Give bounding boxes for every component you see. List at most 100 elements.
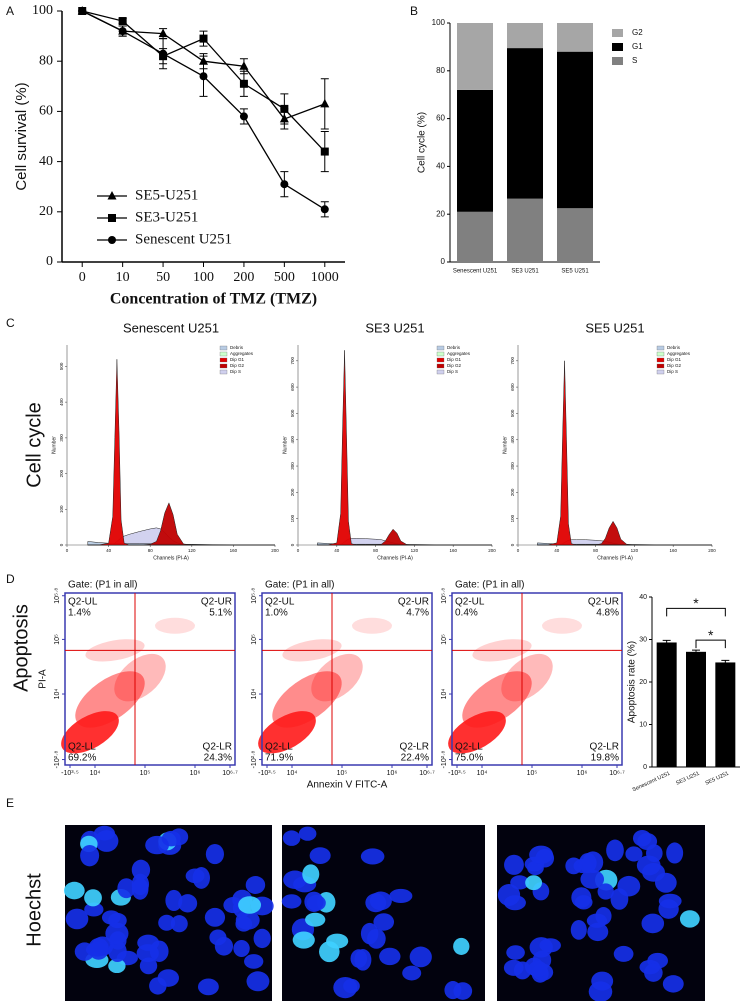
legend-swatch	[219, 369, 228, 375]
y-axis-label: Cell survival (%)	[13, 82, 30, 190]
y-tick-label: 0	[290, 543, 295, 546]
y-axis-label: Cell cycle (%)	[417, 112, 428, 173]
x-tick-label: 10⁶	[577, 770, 588, 777]
marker	[158, 28, 168, 38]
bar-segment	[457, 89, 493, 212]
y-tick-label: -10²·⁸	[251, 751, 258, 769]
y-tick-label: 30	[639, 636, 647, 643]
row-label: Apoptosis	[10, 604, 32, 692]
y-axis-label: Number	[502, 436, 508, 454]
nucleus	[679, 910, 700, 928]
x-tick-label: 1000	[311, 270, 339, 285]
nucleus	[528, 960, 548, 978]
y-tick-label: 300	[59, 434, 64, 442]
quadrant-name: Q2-UR	[588, 597, 619, 608]
nucleus	[360, 922, 379, 945]
quadrant-name: Q2-UL	[68, 597, 98, 608]
quadrant-percent: 1.4%	[68, 608, 91, 619]
event-density	[75, 671, 145, 728]
panel-label: B	[410, 4, 418, 18]
y-tick-label: 0	[59, 543, 64, 546]
x-tick-label: 10⁶	[190, 770, 201, 777]
y-tick-label: 200	[290, 488, 295, 496]
quadrant-name: Q2-LL	[68, 742, 96, 753]
y-axis-label: Apoptosis rate (%)	[627, 641, 638, 723]
x-axis-label: Annexin V FITC-A	[307, 780, 388, 791]
nucleus	[333, 976, 358, 999]
y-tick-label: 400	[59, 398, 64, 406]
nucleus	[253, 928, 271, 949]
nucleus	[298, 826, 317, 841]
y-tick-label: 200	[59, 469, 64, 477]
quadrant-name: Q2-LL	[455, 742, 483, 753]
event-density	[462, 671, 532, 728]
nucleus	[139, 957, 158, 975]
y-tick-label: 10⁴	[251, 689, 258, 700]
bar-segment	[557, 23, 593, 52]
marker	[78, 7, 87, 15]
nucleus	[570, 919, 587, 940]
y-tick-label: -10²·⁸	[441, 751, 448, 769]
nucleus	[63, 881, 85, 900]
panel-label: C	[6, 316, 15, 330]
y-tick-label: 20	[639, 679, 647, 686]
quadrant-percent: 22.4%	[401, 753, 429, 764]
nucleus	[165, 889, 183, 912]
marker	[118, 17, 127, 26]
nucleus	[597, 883, 614, 900]
legend-swatch	[219, 357, 228, 363]
quadrant-percent: 75.0%	[455, 753, 483, 764]
event-density	[542, 617, 582, 634]
panel-label: A	[6, 4, 14, 18]
nucleus	[354, 949, 372, 971]
y-tick-label: 10⁴	[441, 689, 448, 700]
y-tick-label: 10⁵·⁸	[54, 588, 61, 604]
nucleus	[610, 888, 629, 910]
legend-swatch	[219, 351, 228, 357]
legend-label: Debris	[230, 345, 244, 350]
nucleus	[238, 896, 262, 914]
chart-title: Senescent U251	[123, 320, 219, 335]
nucleus	[506, 945, 525, 960]
y-tick-label: 60	[436, 114, 445, 123]
y-tick-label: 10⁴	[54, 689, 61, 700]
x-axis-label: Channels (PI-A)	[597, 555, 633, 561]
nucleus	[105, 922, 129, 945]
y-axis-label: Number	[282, 436, 288, 454]
event-density	[114, 653, 166, 702]
legend-swatch	[436, 345, 445, 351]
y-tick-label: 300	[510, 462, 515, 470]
nucleus	[157, 969, 179, 987]
x-tick-label: 200	[708, 548, 716, 553]
histogram-area	[87, 359, 275, 546]
y-tick-label: 0	[643, 764, 647, 771]
nucleus	[117, 878, 136, 899]
y-tick-label: 10⁵	[251, 634, 258, 645]
nucleus	[170, 915, 188, 933]
panel-label: D	[6, 572, 15, 586]
y-tick-label: 80	[39, 53, 53, 68]
x-axis-label: Channels (PI-A)	[377, 555, 413, 561]
nucleus	[101, 910, 121, 925]
x-tick-label: 10⁵	[140, 770, 151, 777]
x-tick-label: 80	[373, 548, 379, 553]
quadrant-name: Q2-UR	[201, 597, 232, 608]
legend-label: Dip G2	[667, 363, 682, 368]
quadrant-percent: 4.8%	[596, 608, 619, 619]
bar	[656, 642, 677, 767]
y-tick-label: 20	[39, 204, 53, 219]
y-tick-label: 80	[436, 66, 445, 75]
legend-swatch	[656, 345, 665, 351]
quadrant-name: Q2-LL	[265, 742, 293, 753]
marker	[159, 49, 168, 58]
bar-segment	[507, 48, 543, 199]
nucleus	[379, 947, 401, 966]
marker	[108, 214, 116, 222]
quadrant-percent: 4.7%	[406, 608, 429, 619]
nucleus	[197, 978, 219, 996]
marker	[239, 112, 248, 121]
quadrant-percent: 69.2%	[68, 753, 96, 764]
nucleus	[578, 853, 597, 874]
row-label: Cell cycle	[23, 402, 45, 488]
